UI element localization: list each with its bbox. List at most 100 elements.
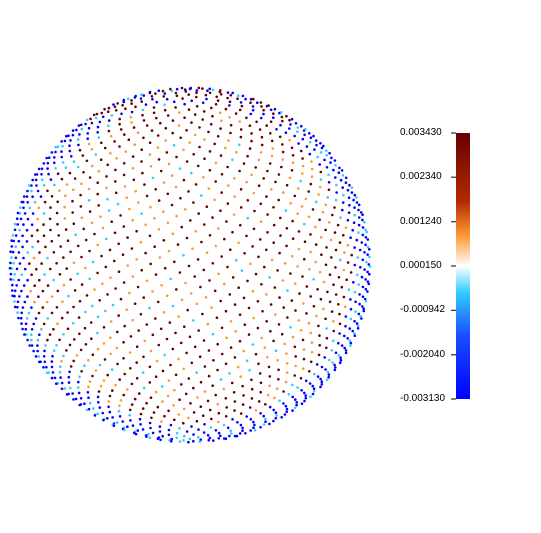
sphere-point [343, 346, 347, 350]
sphere-point [355, 273, 359, 277]
sphere-point [357, 203, 361, 207]
sphere-point [206, 322, 210, 326]
sphere-point [199, 285, 202, 289]
sphere-point [200, 240, 203, 244]
sphere-point [149, 205, 152, 209]
sphere-point [175, 155, 178, 159]
sphere-point [268, 375, 272, 378]
sphere-point [257, 158, 261, 162]
sphere-point [135, 229, 138, 233]
sphere-point [79, 123, 83, 127]
sphere-point [41, 289, 45, 293]
sphere-point [348, 339, 352, 343]
sphere-point [327, 375, 331, 379]
sphere-point [203, 365, 207, 368]
sphere-point [293, 345, 297, 349]
sphere-point [49, 206, 52, 209]
sphere-point [28, 206, 32, 210]
sphere-point [249, 418, 253, 421]
sphere-point [179, 136, 182, 140]
sphere-point [205, 205, 209, 208]
sphere-point [259, 101, 263, 104]
sphere-point [141, 407, 145, 410]
sphere-point [115, 157, 118, 160]
sphere-point [334, 164, 337, 167]
sphere-point [46, 167, 49, 170]
sphere-point [145, 194, 149, 198]
sphere-point [78, 403, 81, 407]
sphere-point [86, 132, 89, 135]
sphere-point [320, 380, 324, 384]
sphere-point [69, 278, 72, 281]
sphere-point [291, 383, 294, 387]
sphere-point [214, 161, 218, 165]
sphere-point [87, 126, 91, 130]
colorbar-ticks [451, 132, 456, 400]
sphere-point [342, 233, 345, 237]
sphere-point [56, 222, 59, 226]
sphere-point [92, 113, 96, 117]
sphere-point [349, 271, 353, 274]
sphere-point [65, 267, 68, 270]
sphere-point [183, 102, 186, 106]
sphere-point [180, 383, 183, 386]
sphere-point [135, 345, 139, 349]
sphere-point [37, 167, 41, 171]
sphere-point [227, 184, 230, 187]
sphere-point [73, 338, 76, 341]
sphere-point [361, 218, 364, 222]
sphere-point [348, 203, 351, 207]
sphere-point [304, 379, 308, 383]
sphere-point [40, 262, 43, 265]
sphere-point [185, 351, 188, 355]
sphere-point [177, 315, 180, 318]
sphere-point [335, 191, 338, 194]
sphere-point [291, 254, 294, 258]
sphere-point [69, 365, 73, 368]
sphere-point [171, 131, 174, 135]
sphere-point [109, 352, 112, 356]
sphere-point [25, 240, 29, 243]
sphere-point [216, 99, 220, 102]
sphere-point [91, 353, 95, 357]
sphere-point [134, 94, 137, 98]
sphere-point [291, 335, 295, 339]
sphere-point [54, 167, 57, 170]
sphere-point [149, 349, 153, 353]
sphere-point [318, 163, 322, 166]
sphere-point [231, 418, 234, 421]
sphere-point [32, 349, 35, 353]
sphere-point [84, 122, 87, 126]
sphere-point [242, 296, 246, 300]
sphere-point [269, 303, 273, 306]
sphere-point [202, 176, 205, 179]
sphere-point [129, 335, 133, 338]
sphere-point [131, 155, 135, 158]
sphere-point [21, 327, 24, 331]
sphere-point [272, 419, 275, 423]
sphere-point [116, 362, 119, 366]
sphere-point [359, 314, 363, 318]
sphere-point [43, 349, 46, 353]
sphere-point [272, 408, 276, 412]
sphere-point [354, 300, 357, 304]
sphere-point [65, 349, 68, 352]
sphere-point [141, 428, 145, 431]
sphere-point [133, 397, 137, 401]
sphere-point [353, 334, 357, 338]
sphere-point [76, 272, 79, 276]
sphere-point [193, 345, 197, 349]
sphere-point [182, 439, 185, 442]
sphere-point [277, 323, 281, 326]
sphere-point [63, 139, 67, 143]
sphere-point [317, 324, 320, 328]
sphere-point [162, 239, 166, 242]
sphere-point [228, 116, 231, 119]
sphere-point [327, 181, 331, 184]
sphere-point [142, 119, 146, 122]
sphere-point [19, 217, 23, 221]
sphere-point [309, 182, 313, 186]
sphere-point [353, 193, 357, 197]
sphere-point [208, 436, 212, 440]
sphere-point [210, 417, 213, 421]
